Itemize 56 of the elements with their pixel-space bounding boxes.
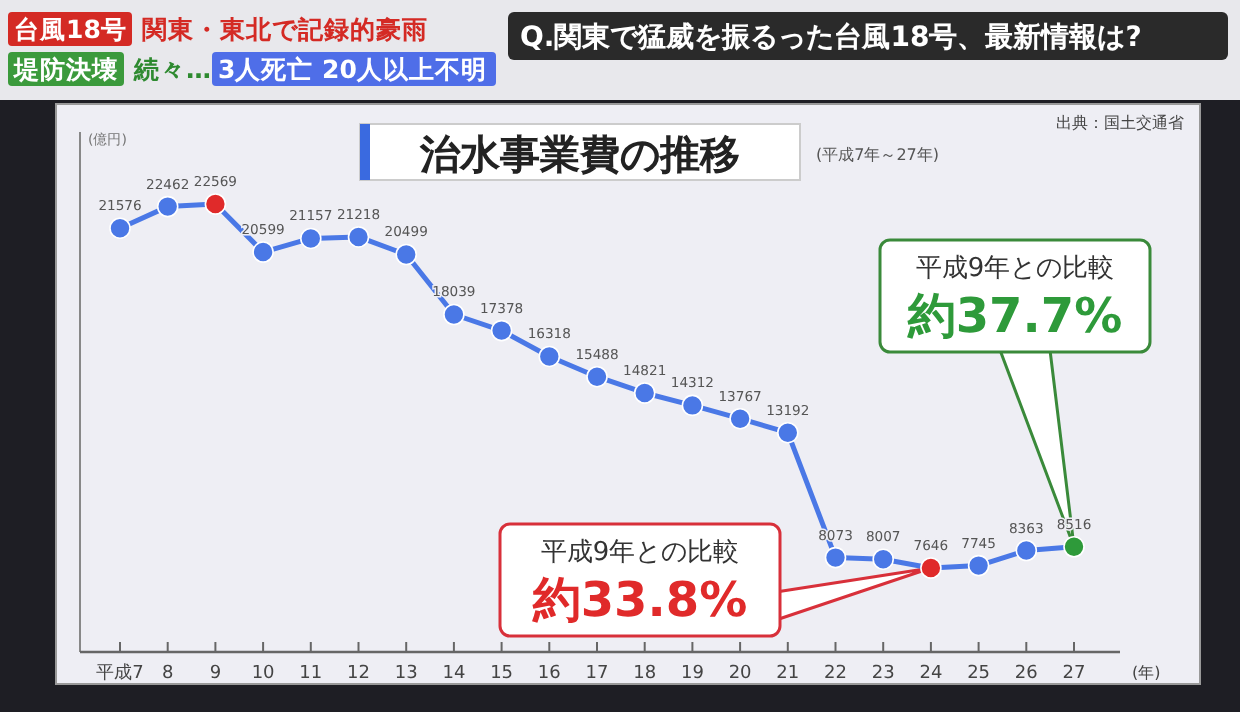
point: [872, 548, 894, 570]
point: [109, 217, 131, 240]
x-axis-title: (年): [1132, 664, 1161, 682]
point: [920, 557, 942, 579]
annotation: 約33.8%: [530, 572, 748, 628]
x-tick-label: 21: [776, 664, 800, 684]
x-tick-label: 18: [633, 664, 657, 684]
x-tick-label: 22: [824, 664, 847, 684]
annotation: 約37.7%: [905, 288, 1123, 344]
x-tick-label: 10: [251, 664, 276, 684]
x-tick-label: 25: [967, 664, 991, 684]
point: [1015, 539, 1038, 562]
x-tick-label: 26: [1014, 664, 1039, 684]
x-tick-label: 27: [1062, 664, 1086, 684]
point: [729, 407, 751, 430]
x-tick-label: 13: [394, 664, 418, 684]
chart-title: 治水事業費の推移: [418, 130, 740, 178]
point: [824, 546, 847, 569]
source-note: 出典：国土交通省: [1056, 114, 1184, 132]
point: [538, 345, 561, 368]
chart-subtitle: (平成7年～27年): [816, 146, 940, 164]
x-tick-label: 17: [585, 664, 609, 684]
x-tick-label: 14: [442, 664, 466, 684]
point: [204, 193, 227, 215]
text: 関東・東北で記録的豪雨: [142, 14, 428, 44]
x-tick-label: 24: [919, 664, 943, 684]
annotation: 平成9年との比較: [540, 538, 740, 568]
text: 台風18号: [14, 14, 127, 44]
x-tick-label: 20: [728, 664, 753, 684]
annotation: 平成9年との比較: [915, 254, 1115, 284]
point: [347, 226, 370, 248]
text: 続々…: [132, 54, 211, 84]
x-tick-label: 15: [490, 664, 514, 684]
text: 堤防決壊: [12, 54, 118, 84]
x-tick-label: 平成7: [96, 662, 144, 684]
point: [1063, 535, 1085, 558]
x-tick-label: 19: [680, 664, 705, 684]
point: [586, 365, 608, 388]
x-tick-label: 23: [871, 664, 895, 684]
x-tick-label: 12: [347, 664, 370, 684]
point: [443, 303, 465, 326]
point: [300, 227, 322, 250]
point: [777, 421, 799, 444]
x-tick-label: 16: [537, 664, 562, 684]
point: [395, 243, 417, 266]
text: Q.関東で猛威を振るった台風18号、最新情報は?: [520, 20, 1142, 54]
point: [252, 241, 274, 263]
x-tick-label: 11: [299, 664, 323, 684]
point: [633, 382, 656, 404]
x-tick-label: 8: [161, 664, 174, 684]
point: [490, 319, 513, 342]
point: [156, 195, 179, 218]
text: 3人死亡 20人以上不明: [218, 54, 487, 84]
point: [967, 554, 990, 577]
point: [681, 394, 704, 417]
x-tick-label: 9: [209, 664, 222, 684]
